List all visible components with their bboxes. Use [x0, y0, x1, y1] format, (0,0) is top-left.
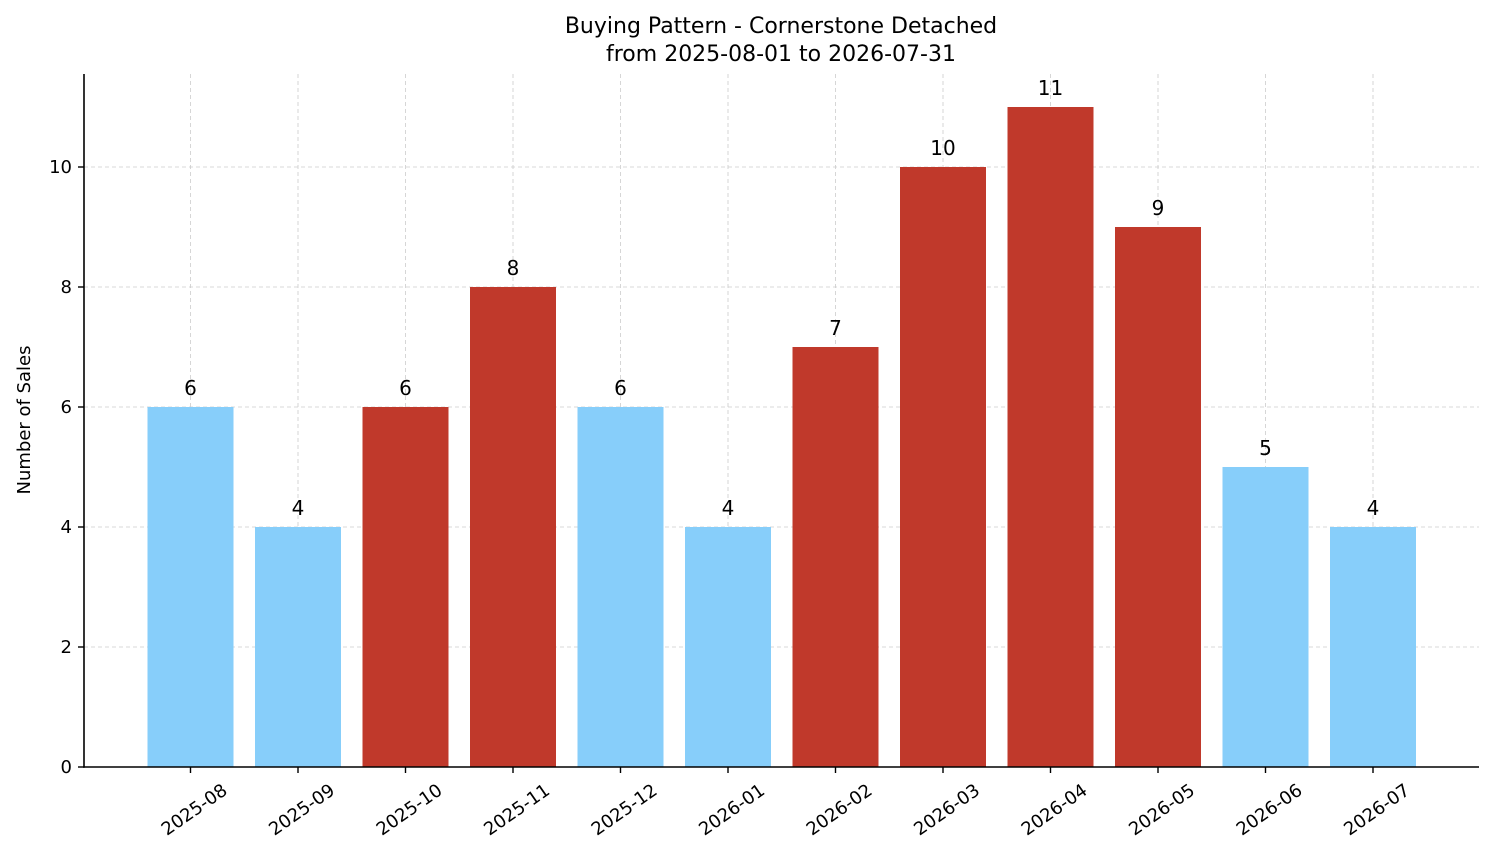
y-tick-label: 0	[61, 757, 72, 778]
bar-2026-04	[1007, 107, 1094, 767]
bar-2025-09	[255, 527, 341, 767]
x-tick-label-2025-10: 2025-10	[373, 780, 447, 840]
axes-layer	[83, 74, 1479, 768]
x-tick-label-2025-12: 2025-12	[588, 780, 662, 840]
data-label-2025-09: 4	[292, 496, 305, 520]
x-tick-label-2026-05: 2026-05	[1125, 780, 1199, 840]
x-tick-label-2025-08: 2025-08	[158, 780, 232, 840]
chart-subtitle: from 2025-08-01 to 2026-07-31	[606, 42, 956, 67]
x-tick-label-2026-07: 2026-07	[1340, 780, 1414, 840]
bar-2026-07	[1330, 527, 1416, 767]
y-tick-label: 6	[61, 397, 72, 418]
bar-2025-12	[577, 407, 664, 767]
y-tick-label: 8	[61, 277, 72, 298]
bar-2026-05	[1115, 227, 1201, 767]
data-label-2026-04: 11	[1038, 76, 1063, 100]
data-label-2025-11: 8	[507, 256, 520, 280]
data-label-2026-06: 5	[1259, 436, 1272, 460]
x-tick-label-2026-06: 2026-06	[1233, 780, 1307, 840]
bar-2025-10	[362, 407, 449, 767]
chart-title: Buying Pattern - Cornerstone Detached	[565, 14, 997, 39]
bars-layer	[147, 107, 1416, 767]
bar-2026-02	[792, 347, 879, 767]
bar-2025-08	[147, 407, 234, 767]
x-tick-label-2025-11: 2025-11	[480, 780, 554, 840]
bar-2025-11	[470, 287, 556, 767]
y-tick-label: 4	[61, 517, 72, 538]
data-label-2025-10: 6	[399, 376, 412, 400]
data-label-2025-08: 6	[184, 376, 197, 400]
x-tick-label-2026-03: 2026-03	[910, 780, 984, 840]
y-tick-label: 10	[49, 157, 72, 178]
data-label-2025-12: 6	[614, 376, 627, 400]
data-label-2026-02: 7	[829, 316, 842, 340]
data-label-2026-07: 4	[1367, 496, 1380, 520]
x-tick-label-2026-01: 2026-01	[695, 780, 769, 840]
data-labels-layer: 6 4 6 8 6 4 7 10 11 9 5 4	[184, 76, 1379, 520]
bar-2026-03	[900, 167, 986, 767]
x-tick-label-2025-09: 2025-09	[265, 780, 339, 840]
y-axis-label: Number of Sales	[14, 345, 35, 494]
x-tick-label-2026-02: 2026-02	[803, 780, 877, 840]
bar-2026-06	[1222, 467, 1309, 767]
bar-2026-01	[685, 527, 771, 767]
data-label-2026-03: 10	[930, 136, 955, 160]
data-label-2026-05: 9	[1152, 196, 1165, 220]
data-label-2026-01: 4	[722, 496, 735, 520]
x-tick-label-2026-04: 2026-04	[1018, 780, 1092, 840]
y-tick-label: 2	[61, 637, 72, 658]
